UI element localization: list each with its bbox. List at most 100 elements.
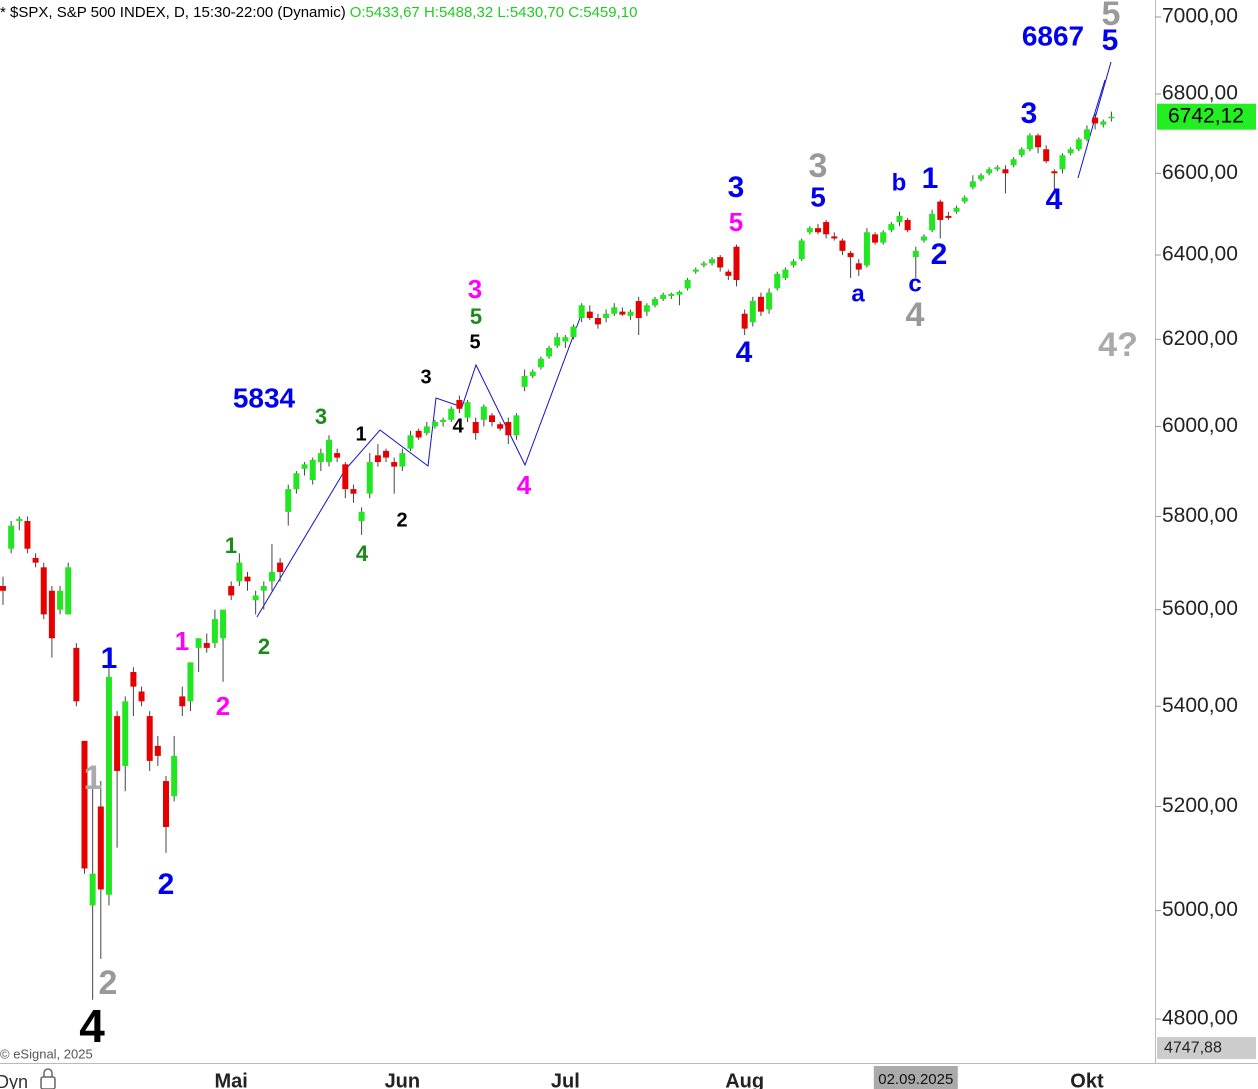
candle-body	[391, 462, 398, 467]
candle-body	[611, 307, 618, 314]
candle-body	[407, 435, 414, 449]
candle-body	[1010, 159, 1017, 166]
x-tick-label: Okt	[1070, 1070, 1104, 1089]
candle-body	[1092, 117, 1099, 124]
wave-label: 3	[1021, 97, 1038, 130]
y-tick-label: 6800,00	[1162, 82, 1238, 105]
candle-body	[146, 716, 153, 761]
wave-label: 2	[258, 634, 270, 659]
wave-label: 4	[906, 296, 925, 334]
candle-body	[660, 294, 667, 299]
candle-body	[464, 402, 471, 418]
lock-shackle	[43, 1068, 53, 1077]
candle-body	[888, 224, 895, 231]
candle-body	[872, 234, 879, 243]
candle-body	[480, 406, 487, 420]
candle-body	[260, 586, 267, 591]
candle-body	[163, 781, 169, 827]
candle-body	[154, 745, 161, 756]
candle-body	[334, 453, 341, 458]
candle-body	[301, 464, 308, 469]
wave-label: 1	[175, 626, 189, 656]
candle-body	[203, 643, 210, 648]
wave-label: 4?	[1098, 326, 1138, 364]
candle-body	[277, 562, 284, 572]
y-tick-label: 5800,00	[1162, 504, 1238, 527]
candle-body	[709, 259, 716, 264]
wave-label: 3	[315, 404, 327, 429]
wave-label: 1	[101, 642, 118, 675]
candle-body	[978, 175, 984, 180]
candle-body	[790, 261, 797, 266]
wave-label: 5	[729, 207, 743, 237]
candle-body	[676, 291, 683, 295]
crosshair-date: 02.09.2025	[878, 1071, 953, 1088]
candle-body	[105, 676, 112, 895]
candle-body	[8, 525, 15, 549]
candle-body	[912, 250, 919, 258]
candle-body	[440, 419, 447, 422]
dynamic-button[interactable]: Dyn	[0, 1072, 28, 1089]
candles: 1	[0, 111, 1115, 1000]
candle-body	[431, 421, 438, 427]
wave-label: 4	[356, 541, 369, 566]
candle-body	[1018, 149, 1025, 156]
candle-body	[374, 455, 381, 463]
x-tick-label: Mai	[215, 1070, 248, 1089]
copyright: © eSignal, 2025	[0, 1046, 93, 1061]
candle-body	[24, 521, 31, 549]
candle-body	[293, 473, 300, 490]
candle-body	[236, 562, 243, 582]
y-tick-label: 5200,00	[1162, 794, 1238, 817]
wave-label: 5	[1102, 24, 1119, 57]
candle-body	[130, 672, 137, 687]
candle-body	[717, 257, 724, 268]
wave-label: 5	[1102, 0, 1121, 33]
candle-body	[1067, 149, 1074, 154]
wave-label: 1	[225, 533, 237, 558]
candle-body	[643, 305, 650, 312]
candle-body	[546, 347, 553, 357]
wave-label: c	[908, 270, 921, 297]
wave-label: 3	[809, 147, 828, 185]
wave-label: 4	[736, 336, 753, 369]
candle-body	[415, 430, 422, 438]
candle-body	[619, 311, 626, 315]
wave-labels: 421212123583441234553435435abc4123468675…	[79, 0, 1138, 1052]
candle-body	[1002, 169, 1009, 174]
last-price-box	[1157, 103, 1256, 130]
candle-body	[668, 293, 675, 296]
candle-body	[1083, 129, 1090, 140]
candle-body	[937, 201, 944, 220]
candle-body	[953, 207, 960, 212]
wave-label: 6867	[1022, 20, 1084, 51]
candle-body	[57, 590, 64, 610]
candle-body	[806, 228, 813, 233]
candle-body	[969, 181, 976, 188]
low-marker-label: 4747,88	[1164, 1039, 1222, 1056]
candle-body	[1043, 149, 1050, 162]
y-tick-label: 6400,00	[1162, 243, 1238, 266]
candle-body	[652, 298, 658, 306]
candle-body	[725, 271, 732, 276]
candle-body	[733, 246, 740, 281]
candle-body	[244, 576, 251, 582]
y-tick-label: 5400,00	[1162, 694, 1238, 717]
lock-body	[40, 1076, 56, 1089]
wave-label: 5834	[233, 382, 296, 413]
candle-body	[823, 222, 830, 235]
candle-body	[684, 280, 691, 289]
candle-body	[81, 740, 88, 869]
candle-body	[847, 252, 854, 258]
wave-label: 4	[1046, 183, 1063, 216]
lock-icon[interactable]	[40, 1068, 56, 1089]
wave-label: b	[892, 169, 907, 196]
candle-body	[815, 228, 821, 233]
symbol: * $SPX, S&P 500 INDEX, D, 15:30-22:00 (D…	[0, 4, 346, 21]
candle-body	[766, 292, 773, 310]
candle-body	[497, 424, 504, 429]
candle-body	[578, 305, 585, 319]
wave-label: 2	[216, 691, 230, 721]
candle-body	[383, 450, 390, 458]
wave-label: 1	[84, 759, 103, 797]
